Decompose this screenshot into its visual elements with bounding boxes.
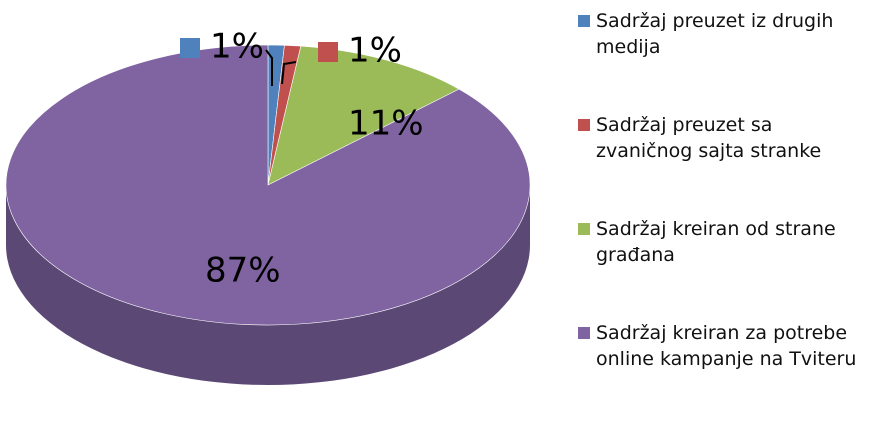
leader-line: [281, 61, 297, 85]
legend-item: Sadržaj kreiran od strane građana: [578, 216, 873, 320]
data-label: 1%: [210, 27, 264, 67]
data-label: 1%: [348, 31, 402, 71]
data-label: 11%: [348, 104, 424, 144]
legend: Sadržaj preuzet iz drugih medija Sadržaj …: [578, 8, 873, 424]
slice-side: [6, 185, 530, 385]
slice: [267, 45, 460, 186]
slice: [5, 44, 531, 326]
label-swatch: [318, 42, 338, 62]
legend-swatch: [578, 327, 590, 339]
legend-label: Sadržaj preuzet iz drugih medija: [596, 10, 834, 58]
legend-item: Sadržaj kreiran za potrebe online kampan…: [578, 320, 873, 424]
legend-swatch: [578, 223, 590, 235]
data-label: 87%: [205, 251, 281, 291]
legend-swatch: [578, 15, 590, 27]
slices: 1% 1% 11% 87%: [5, 27, 531, 385]
legend-label: Sadržaj kreiran od strane građana: [596, 218, 836, 266]
legend-swatch: [578, 119, 590, 131]
legend-label: Sadržaj kreiran za potrebe online kampan…: [596, 322, 857, 370]
legend-item: Sadržaj preuzet iz drugih medija: [578, 8, 873, 112]
leader-line: [265, 49, 273, 86]
label-swatch: [180, 38, 200, 58]
legend-item: Sadržaj preuzet sa zvaničnog sajta stran…: [578, 112, 873, 216]
legend-label: Sadržaj preuzet sa zvaničnog sajta stran…: [596, 114, 822, 162]
